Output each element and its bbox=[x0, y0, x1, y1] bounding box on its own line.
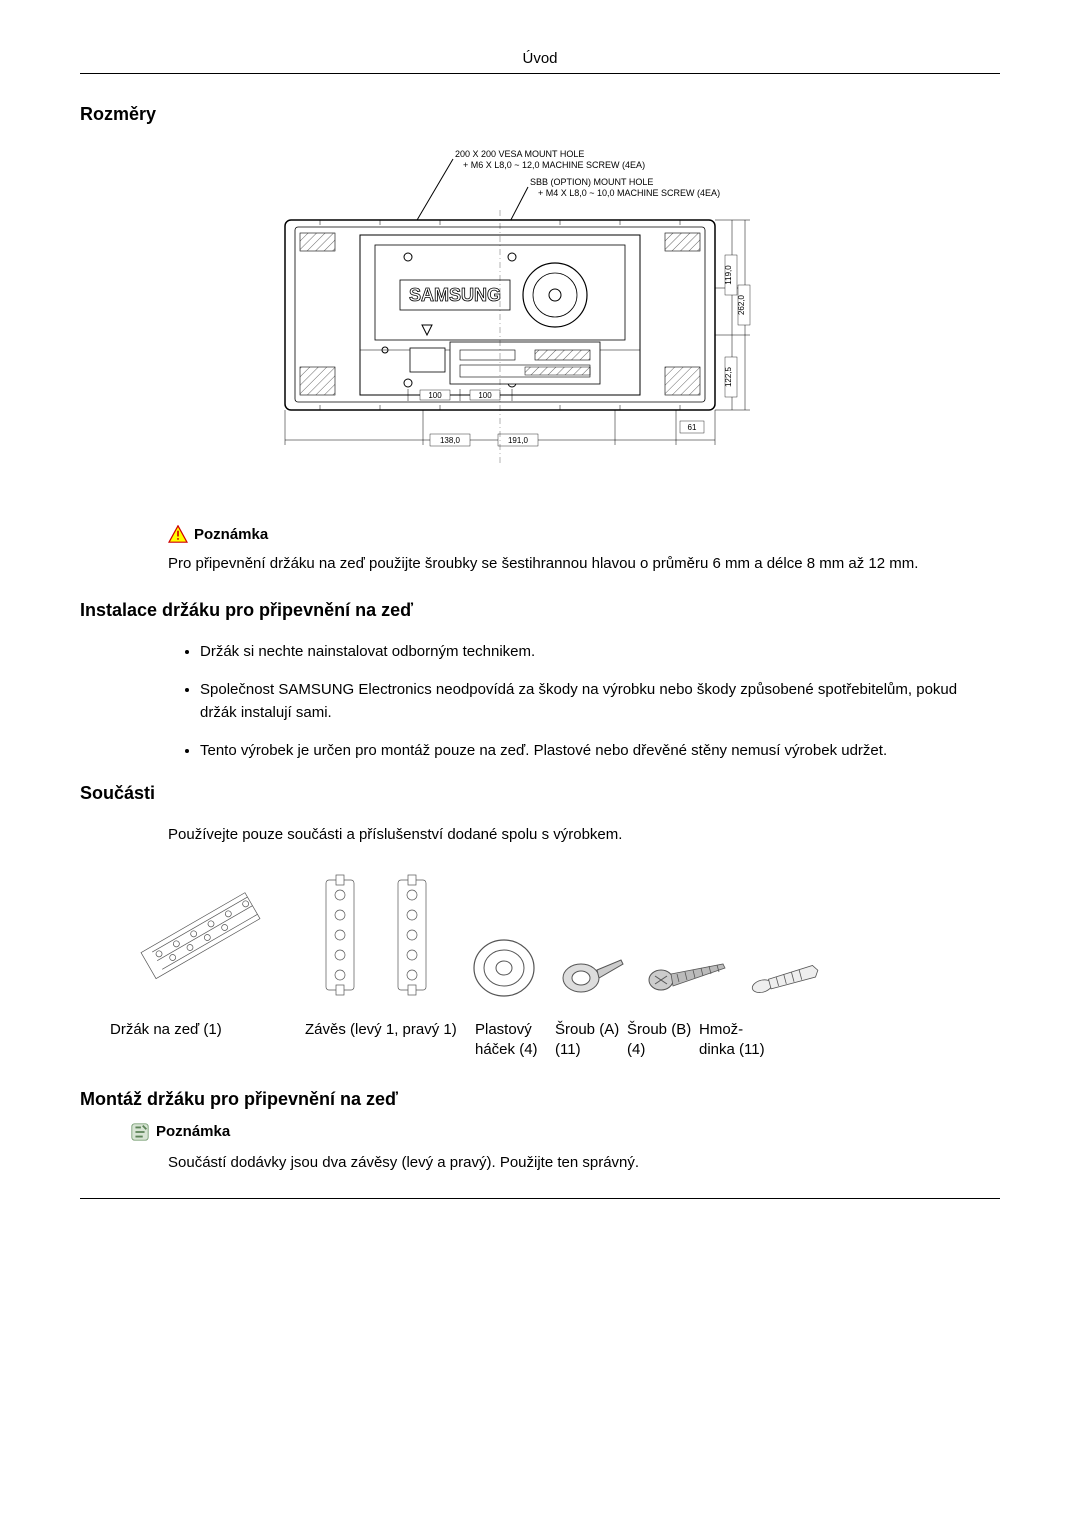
part-label: Závěs (levý 1, pravý 1) bbox=[305, 1020, 475, 1061]
part-label: Hmož- dinka (11) bbox=[699, 1020, 769, 1061]
section-dimensions-title: Rozměry bbox=[80, 104, 1000, 125]
part-label: Plastový háček (4) bbox=[475, 1020, 555, 1061]
note-2-label: Poznámka bbox=[156, 1123, 230, 1140]
part-screw-a-icon bbox=[559, 948, 629, 1000]
section-install-title: Instalace držáku pro připevnění na zeď bbox=[80, 600, 1000, 621]
list-item: Společnost SAMSUNG Electronics neodpovíd… bbox=[200, 679, 1000, 724]
diagram-dim: 100 bbox=[428, 391, 442, 400]
part-label: Šroub (A)(11) bbox=[555, 1020, 627, 1061]
list-item: Tento výrobek je určen pro montáž pouze … bbox=[200, 740, 1000, 763]
diagram-dim: 138,0 bbox=[440, 436, 461, 445]
diagram-logo: SAMSUNG bbox=[409, 285, 501, 305]
install-bullet-list: Držák si nechte nainstalovat odborným te… bbox=[80, 641, 1000, 763]
part-hook-icon bbox=[469, 936, 539, 1000]
part-label: Držák na zeď (1) bbox=[110, 1020, 305, 1061]
top-divider bbox=[80, 73, 1000, 74]
diagram-dim: 122,5 bbox=[724, 366, 733, 387]
diagram-dim: 119,0 bbox=[724, 265, 733, 285]
page-header-title: Úvod bbox=[80, 50, 1000, 67]
warning-icon bbox=[168, 525, 188, 543]
diagram-dim: 191,0 bbox=[508, 436, 529, 445]
diagram-dim: 100 bbox=[478, 391, 492, 400]
diagram-text: + M4 X L8,0 ~ 10,0 MACHINE SCREW (4EA) bbox=[538, 188, 720, 198]
part-screw-b-icon bbox=[645, 952, 730, 1000]
list-item: Držák si nechte nainstalovat odborným te… bbox=[200, 641, 1000, 664]
diagram-text: + M6 X L8,0 ~ 12,0 MACHINE SCREW (4EA) bbox=[463, 160, 645, 170]
note-icon bbox=[130, 1122, 150, 1142]
dimensions-diagram-container: 200 X 200 VESA MOUNT HOLE + M6 X L8,0 ~ … bbox=[80, 145, 1000, 485]
note-1-label: Poznámka bbox=[194, 526, 268, 543]
diagram-dim: 61 bbox=[688, 423, 697, 432]
section-mount-title: Montáž držáku pro připevnění na zeď bbox=[80, 1089, 1000, 1110]
diagram-text: 200 X 200 VESA MOUNT HOLE bbox=[455, 149, 584, 159]
diagram-text: SBB (OPTION) MOUNT HOLE bbox=[530, 177, 653, 187]
part-bracket-icon bbox=[123, 880, 283, 1000]
part-hinge-icon bbox=[308, 870, 448, 1000]
parts-intro: Používejte pouze součásti a příslušenstv… bbox=[80, 824, 1000, 847]
parts-labels-row: Držák na zeď (1) Závěs (levý 1, pravý 1)… bbox=[80, 1020, 1000, 1061]
part-anchor-icon bbox=[743, 958, 828, 1000]
note-2-row: Poznámka bbox=[130, 1122, 1000, 1142]
section-parts-title: Součásti bbox=[80, 783, 1000, 804]
part-label: Šroub (B)(4) bbox=[627, 1020, 699, 1061]
mount-text: Součástí dodávky jsou dva závěsy (levý a… bbox=[80, 1152, 1000, 1175]
diagram-dim: 262,0 bbox=[737, 294, 746, 315]
bottom-divider bbox=[80, 1198, 1000, 1199]
parts-images-row bbox=[80, 870, 1000, 1000]
note-1-text: Pro připevnění držáku na zeď použijte šr… bbox=[80, 553, 1000, 576]
note-1-row: Poznámka bbox=[168, 525, 1000, 543]
dimensions-diagram: 200 X 200 VESA MOUNT HOLE + M6 X L8,0 ~ … bbox=[260, 145, 820, 485]
